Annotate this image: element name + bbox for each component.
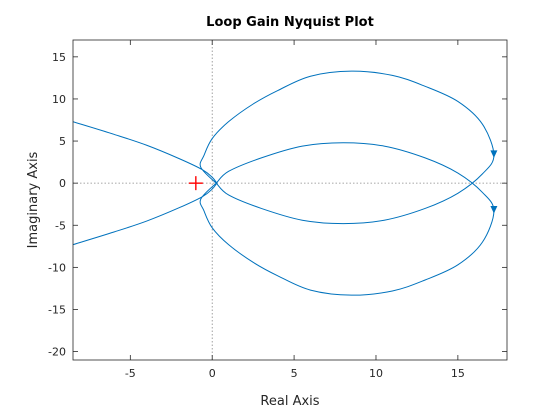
direction-arrow <box>490 150 498 158</box>
x-tick-label: -5 <box>125 367 136 380</box>
x-axis-label: Real Axis <box>260 394 319 409</box>
critical-point-marker <box>188 176 203 191</box>
y-tick-label: 15 <box>52 51 66 64</box>
y-tick-label: -5 <box>55 219 66 232</box>
x-axis-ticks: -5 0 5 10 15 <box>125 40 465 380</box>
chart-title: Loop Gain Nyquist Plot <box>206 15 374 30</box>
x-tick-label: 0 <box>209 367 216 380</box>
nyquist-curves <box>73 70 495 296</box>
y-tick-label: 5 <box>59 135 66 148</box>
y-tick-label: -15 <box>48 303 66 316</box>
direction-arrow <box>490 205 498 214</box>
nyquist-branch-2 <box>73 142 495 296</box>
x-tick-label: 10 <box>369 367 383 380</box>
y-tick-label: -10 <box>48 261 66 274</box>
axes-box <box>72 39 508 361</box>
y-axis-label: Imaginary Axis <box>26 151 41 248</box>
y-tick-label: 10 <box>52 93 66 106</box>
plot-area <box>73 40 507 360</box>
y-axis-ticks: -20 -15 -10 -5 0 5 10 15 <box>48 51 507 359</box>
zero-lines <box>73 40 507 360</box>
direction-arrows <box>490 150 498 214</box>
x-tick-label: 15 <box>451 367 465 380</box>
y-tick-label: 0 <box>59 177 66 190</box>
x-tick-label: 5 <box>291 367 298 380</box>
y-tick-label: -20 <box>48 346 66 359</box>
nyquist-branch-1 <box>73 70 495 225</box>
